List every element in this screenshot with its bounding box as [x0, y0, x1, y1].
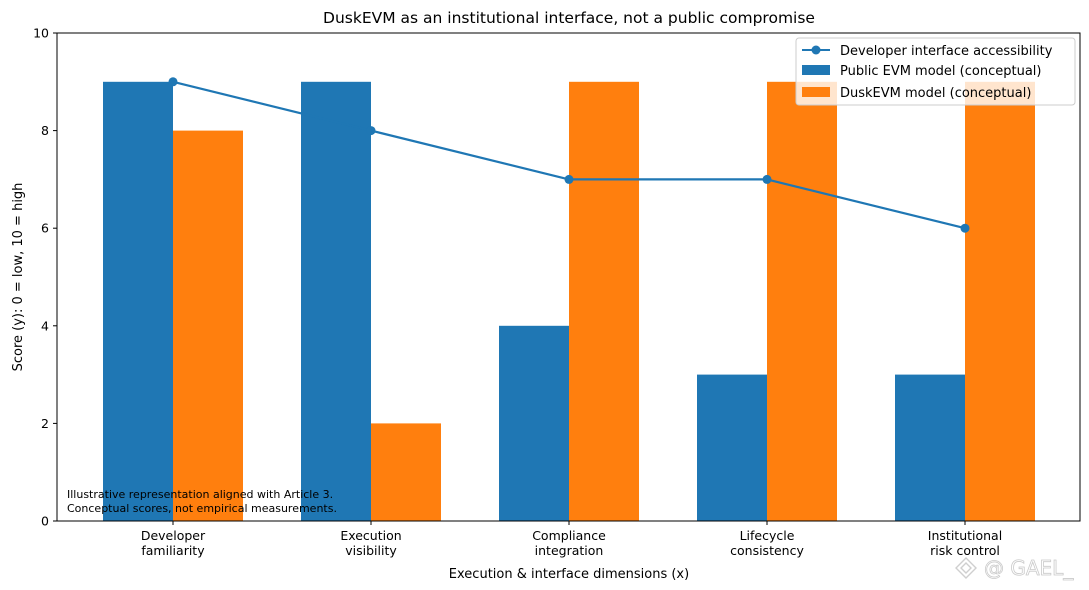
x-tick-label-5: Institutional risk control — [928, 528, 1002, 558]
line-point-1 — [168, 77, 178, 87]
legend-box — [795, 37, 1076, 106]
bar-public-evm-5 — [895, 374, 965, 521]
bar-duskevm-3 — [569, 81, 639, 522]
y-axis-label: Score (y): 0 = low, 10 = high — [11, 183, 26, 372]
annotation-line-1: Illustrative representation aligned with… — [67, 488, 333, 501]
line-layer — [168, 77, 970, 233]
annotation-line-2: Conceptual scores, not empirical measure… — [67, 502, 337, 515]
bar-public-evm-1 — [103, 81, 173, 522]
bar-duskevm-2 — [371, 423, 441, 521]
legend-swatch-public-evm — [802, 65, 830, 75]
bar-public-evm-4 — [697, 374, 767, 521]
y-tick-label-10: 10 — [33, 26, 49, 41]
legend-label-duskevm: DuskEVM model (conceptual) — [840, 86, 1031, 101]
bar-duskevm-5 — [965, 81, 1035, 522]
y-tick-label-0: 0 — [41, 514, 49, 529]
x-tick-label-2: Execution visibility — [340, 528, 401, 558]
line-point-2 — [366, 126, 376, 136]
legend-marker-swatch — [811, 45, 821, 55]
y-tick-label-8: 8 — [41, 123, 49, 138]
watermark-text: @ GAEL_ — [984, 556, 1074, 580]
legend-label-public-evm: Public EVM model (conceptual) — [840, 64, 1041, 79]
bar-public-evm-2 — [301, 81, 371, 522]
x-tick-label-3: Compliance integration — [532, 528, 606, 558]
x-axis-label: Execution & interface dimensions (x) — [449, 567, 689, 582]
line-point-4 — [762, 174, 772, 184]
bar-duskevm-4 — [767, 81, 837, 522]
legend-swatch-duskevm — [802, 87, 830, 97]
y-tick-label-4: 4 — [41, 318, 49, 333]
bars-layer — [103, 81, 1035, 522]
y-tick-label-6: 6 — [41, 221, 49, 236]
x-axis: Developer familiarity Execution visibility C… — [141, 521, 1002, 558]
x-tick-label-4: Lifecycle consistency — [730, 528, 804, 558]
bar-duskevm-1 — [173, 130, 243, 521]
bar-public-evm-3 — [499, 325, 569, 521]
y-axis: 0 2 4 6 8 10 — [33, 26, 57, 529]
diamond-logo-icon — [955, 557, 977, 579]
watermark: @ GAEL_ — [955, 556, 1075, 580]
chart-title: DuskEVM as an institutional interface, n… — [323, 9, 815, 27]
x-tick-label-1: Developer familiarity — [141, 528, 206, 558]
legend: Developer interface accessibility Public… — [795, 37, 1076, 106]
legend-label-line: Developer interface accessibility — [840, 44, 1053, 59]
line-point-3 — [564, 174, 574, 184]
y-tick-label-2: 2 — [41, 416, 49, 431]
line-point-5 — [960, 223, 970, 233]
annotation-note: Illustrative representation aligned with… — [67, 488, 337, 515]
